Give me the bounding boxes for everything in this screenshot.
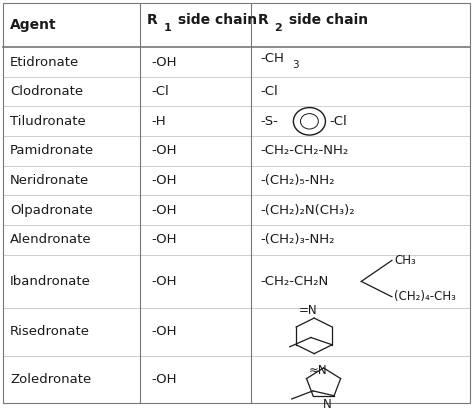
Text: -Cl: -Cl [152,85,169,98]
Text: -OH: -OH [152,145,177,157]
Text: -(CH₂)₃-NH₂: -(CH₂)₃-NH₂ [260,233,335,247]
Text: 2: 2 [274,23,282,33]
Text: side chain: side chain [283,13,368,27]
Text: -OH: -OH [152,174,177,187]
Text: R: R [147,13,157,27]
Text: (CH₂)₄-CH₃: (CH₂)₄-CH₃ [394,290,456,303]
Text: ≈N: ≈N [309,363,328,377]
Text: -(CH₂)₅-NH₂: -(CH₂)₅-NH₂ [260,174,335,187]
Text: -OH: -OH [152,204,177,217]
Text: Clodronate: Clodronate [10,85,83,98]
Text: -OH: -OH [152,325,177,338]
Text: -OH: -OH [152,373,177,386]
Text: 1: 1 [164,23,171,33]
Text: Pamidronate: Pamidronate [10,145,94,157]
Text: -H: -H [152,115,166,128]
Text: Risedronate: Risedronate [10,325,90,338]
Text: Zoledronate: Zoledronate [10,373,91,386]
Text: N: N [323,398,332,411]
Text: R: R [257,13,268,27]
Text: CH₃: CH₃ [394,254,416,267]
Text: -OH: -OH [152,275,177,288]
Text: Neridronate: Neridronate [10,174,90,187]
Text: -CH₂-CH₂-NH₂: -CH₂-CH₂-NH₂ [260,145,348,157]
Text: -S-: -S- [260,115,278,128]
Text: 3: 3 [292,60,299,70]
Text: -CH₂-CH₂N: -CH₂-CH₂N [260,275,328,288]
Text: Olpadronate: Olpadronate [10,204,93,217]
Text: -OH: -OH [152,233,177,247]
Text: -OH: -OH [152,55,177,69]
Text: -CH: -CH [260,52,284,65]
Text: side chain: side chain [173,13,257,27]
Text: Ibandronate: Ibandronate [10,275,91,288]
Text: =N: =N [299,304,318,317]
Text: Alendronate: Alendronate [10,233,92,247]
Text: -Cl: -Cl [260,85,278,98]
Text: -(CH₂)₂N(CH₃)₂: -(CH₂)₂N(CH₃)₂ [260,204,355,217]
Text: Etidronate: Etidronate [10,55,79,69]
Text: Tiludronate: Tiludronate [10,115,86,128]
Text: Agent: Agent [10,18,57,32]
Text: -Cl: -Cl [329,115,347,128]
